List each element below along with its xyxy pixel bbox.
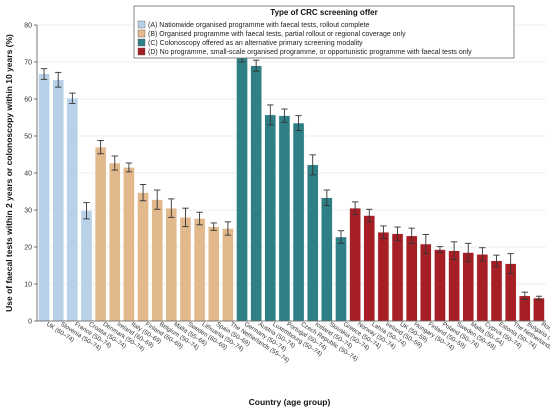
bar — [264, 114, 277, 322]
axes — [34, 24, 546, 322]
y-tick-label: 70 — [24, 60, 32, 67]
bar — [391, 233, 404, 322]
bar — [94, 146, 107, 322]
bar — [434, 249, 446, 322]
bar — [165, 207, 178, 322]
legend-entry-label: (C) Colonoscopy offered as an alternativ… — [148, 40, 363, 47]
y-tick-label: 20 — [24, 245, 32, 252]
bar — [533, 297, 545, 322]
bar — [250, 65, 262, 322]
legend-swatch — [137, 38, 146, 47]
y-axis-title: Use of faecal tests within 2 years or co… — [4, 34, 14, 312]
bar — [476, 254, 489, 322]
y-tick-label: 60 — [24, 97, 32, 104]
bar — [80, 210, 93, 322]
legend-entries: (A) Nationwide organised programme with … — [137, 20, 472, 56]
y-tick-label: 80 — [24, 23, 32, 30]
bar — [321, 197, 333, 322]
bar — [222, 228, 234, 322]
bar — [335, 236, 347, 322]
x-tick-labels: UK (60–74)Slovenia (50–74)France (50–74)… — [45, 321, 550, 364]
legend-swatch — [137, 20, 146, 29]
bar — [377, 231, 390, 322]
bar — [306, 164, 319, 322]
bar — [137, 192, 149, 322]
bar — [448, 250, 460, 322]
legend-entry-label: (B) Organised programme with faecal test… — [148, 31, 406, 38]
bar — [363, 215, 375, 322]
legend-title: Type of CRC screening offer — [270, 8, 377, 17]
y-tick-label: 50 — [24, 134, 32, 141]
bar — [208, 226, 220, 322]
bar — [278, 115, 291, 322]
bar — [179, 217, 192, 322]
bars — [38, 58, 545, 322]
bar — [38, 73, 50, 322]
bar — [236, 58, 248, 322]
bar — [123, 167, 135, 322]
y-tick-label: 10 — [24, 282, 32, 289]
x-axis-title: Country (age group) — [249, 397, 331, 407]
bar — [292, 122, 305, 322]
bar — [151, 199, 163, 322]
y-tick-label: 0 — [28, 319, 32, 326]
bar — [490, 260, 503, 322]
legend-swatch — [137, 47, 146, 56]
bar — [109, 162, 121, 322]
bar — [349, 207, 361, 322]
y-tick-labels: 0 10 20 30 40 50 60 70 80 — [24, 23, 32, 326]
y-tick-label: 40 — [24, 171, 32, 178]
bar — [193, 218, 206, 322]
legend-entry-label: (A) Nationwide organised programme with … — [148, 22, 369, 29]
bar — [420, 243, 432, 322]
error-bars — [40, 54, 543, 301]
y-tick-label: 30 — [24, 208, 32, 215]
legend-box — [133, 5, 515, 59]
legend-swatch — [137, 29, 146, 38]
legend-entry-label: (D) No programme, small-scale organised … — [148, 49, 472, 56]
bar — [462, 252, 474, 322]
bar — [405, 235, 418, 322]
bar — [52, 79, 64, 322]
legend: Type of CRC screening offer (A) Nationwi… — [133, 5, 515, 59]
bar — [66, 98, 79, 322]
